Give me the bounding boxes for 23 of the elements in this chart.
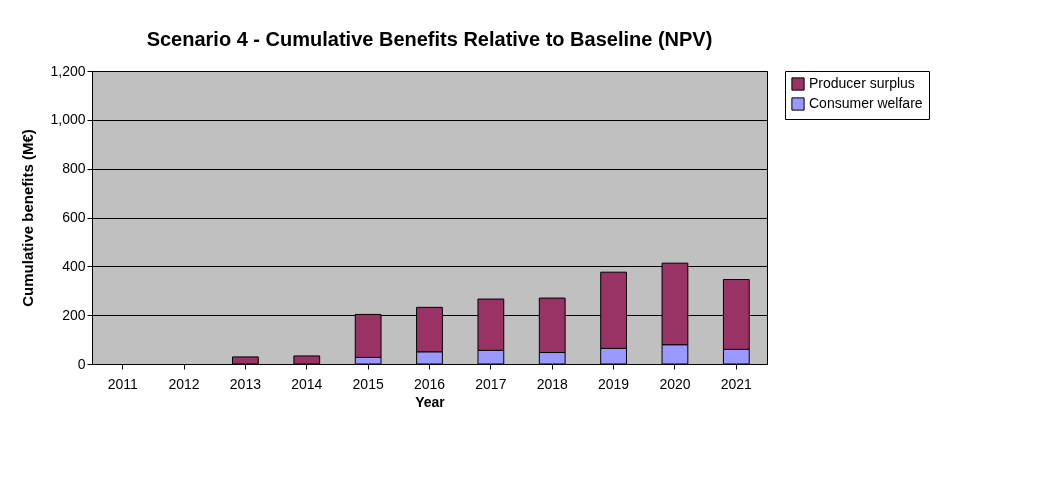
- y-tick-label: 1,200: [50, 62, 86, 79]
- x-tick-label: 2017: [475, 375, 507, 392]
- x-tick-label: 2021: [720, 375, 753, 392]
- x-tick-label: 2012: [168, 375, 200, 392]
- x-tick-label: 2016: [413, 375, 446, 392]
- y-tick-label: 200: [62, 306, 86, 323]
- y-axis-title: Cumulative benefits (M€): [19, 129, 37, 307]
- y-tick-label: 1,000: [50, 111, 86, 128]
- x-tick-label: 2019: [598, 375, 630, 392]
- x-tick-label: 2011: [107, 375, 138, 392]
- x-tick-label: 2013: [229, 375, 262, 392]
- x-tick-label: 2015: [352, 375, 384, 392]
- x-tick-label: 2014: [291, 375, 323, 392]
- y-tick-label: 0: [77, 355, 86, 372]
- y-tick-label: 600: [62, 209, 86, 225]
- y-tick-label: 800: [62, 160, 86, 177]
- legend-label: Consumer welfare: [809, 95, 923, 111]
- y-tick-label: 400: [62, 257, 86, 274]
- x-tick-label: 2020: [659, 375, 691, 392]
- legend-label: Producer surplus: [809, 75, 915, 91]
- chart-title: Scenario 4 - Cumulative Benefits Relative to Baseline (NPV): [146, 28, 713, 50]
- x-axis-title: Year: [415, 393, 446, 410]
- x-tick-label: 2018: [536, 375, 569, 392]
